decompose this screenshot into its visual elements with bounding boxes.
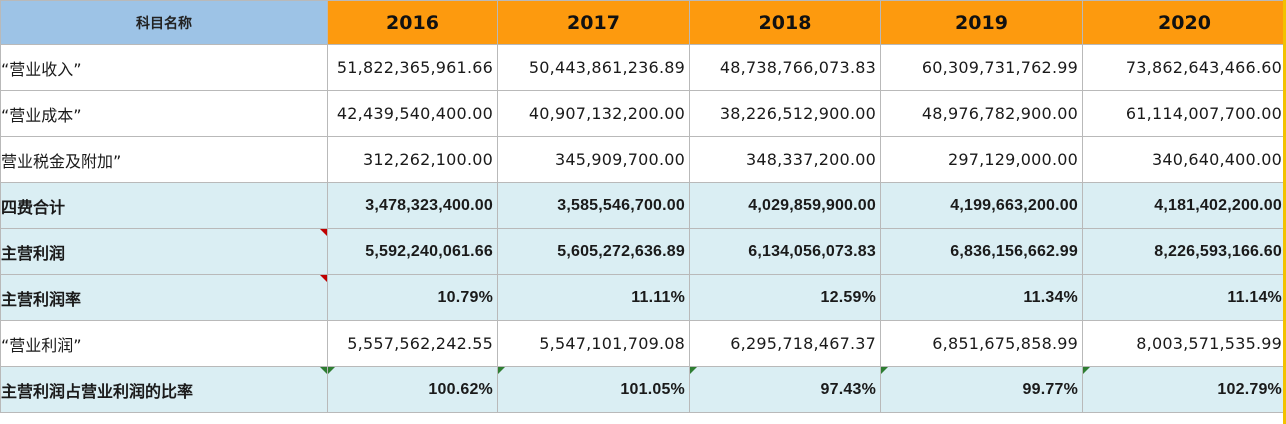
row-label[interactable]: 主营利润 [0,228,328,275]
column-header-2017[interactable]: 2017 [497,0,690,45]
table-cell[interactable]: 50,443,861,236.89 [497,44,690,91]
error-indicator-icon [690,367,697,374]
financial-table: 科目名称 2016 2017 2018 2019 2020 “营业收入” 51,… [0,0,1286,413]
row-label[interactable]: “营业成本” [0,90,328,137]
table-cell[interactable]: 4,199,663,200.00 [880,182,1083,229]
error-indicator-icon [320,367,327,374]
error-indicator-icon [881,367,888,374]
table-cell[interactable]: 99.77% [880,366,1083,413]
table-cell[interactable]: 6,836,156,662.99 [880,228,1083,275]
window-edge [1283,0,1286,424]
table-cell[interactable]: 100.62% [327,366,498,413]
table-cell[interactable]: 40,907,132,200.00 [497,90,690,137]
row-label[interactable]: 主营利润率 [0,274,328,321]
table-cell[interactable]: 5,592,240,061.66 [327,228,498,275]
table-row: 主营利润率 10.79% 11.11% 12.59% 11.34% 11.14% [0,274,1286,321]
column-header-2016[interactable]: 2016 [327,0,498,45]
table-cell[interactable]: 12.59% [689,274,881,321]
table-cell[interactable]: 348,337,200.00 [689,136,881,183]
table-cell[interactable]: 102.79% [1082,366,1286,413]
table-cell[interactable]: 10.79% [327,274,498,321]
table-cell[interactable]: 6,295,718,467.37 [689,320,881,367]
table-cell[interactable]: 48,976,782,900.00 [880,90,1083,137]
table-cell[interactable]: 6,851,675,858.99 [880,320,1083,367]
error-indicator-icon [328,367,335,374]
table-cell[interactable]: 340,640,400.00 [1082,136,1286,183]
comment-indicator-icon [320,275,327,282]
table-cell[interactable]: 5,547,101,709.08 [497,320,690,367]
table-cell[interactable]: 42,439,540,400.00 [327,90,498,137]
table-cell[interactable]: 5,557,562,242.55 [327,320,498,367]
column-header-2018[interactable]: 2018 [689,0,881,45]
table-cell[interactable]: 60,309,731,762.99 [880,44,1083,91]
error-indicator-icon [498,367,505,374]
table-cell[interactable]: 51,822,365,961.66 [327,44,498,91]
column-header-2019[interactable]: 2019 [880,0,1083,45]
table-row: “营业成本” 42,439,540,400.00 40,907,132,200.… [0,90,1286,137]
table-cell[interactable]: 8,226,593,166.60 [1082,228,1286,275]
table-cell[interactable]: 297,129,000.00 [880,136,1083,183]
cell-value: 97.43% [820,380,876,398]
table-row: 营业税金及附加” 312,262,100.00 345,909,700.00 3… [0,136,1286,183]
cell-value: 102.79% [1217,380,1282,398]
column-header-2020[interactable]: 2020 [1082,0,1286,45]
table-cell[interactable]: 11.34% [880,274,1083,321]
table-cell[interactable]: 345,909,700.00 [497,136,690,183]
table-cell[interactable]: 6,134,056,073.83 [689,228,881,275]
row-label-text: 主营利润占营业利润的比率 [1,381,194,401]
table-cell[interactable]: 101.05% [497,366,690,413]
table-cell[interactable]: 61,114,007,700.00 [1082,90,1286,137]
table-cell[interactable]: 8,003,571,535.99 [1082,320,1286,367]
table-cell[interactable]: 3,585,546,700.00 [497,182,690,229]
row-label-text: 主营利润率 [1,289,82,309]
column-header-name[interactable]: 科目名称 [0,0,328,45]
comment-indicator-icon [320,229,327,236]
table-row: 主营利润占营业利润的比率 100.62% 101.05% 97.43% 99.7… [0,366,1286,413]
table-cell[interactable]: 4,029,859,900.00 [689,182,881,229]
table-cell[interactable]: 11.11% [497,274,690,321]
table-row: “营业收入” 51,822,365,961.66 50,443,861,236.… [0,44,1286,91]
table-cell[interactable]: 3,478,323,400.00 [327,182,498,229]
table-row: 主营利润 5,592,240,061.66 5,605,272,636.89 6… [0,228,1286,275]
table-cell[interactable]: 48,738,766,073.83 [689,44,881,91]
table-cell[interactable]: 38,226,512,900.00 [689,90,881,137]
table-cell[interactable]: 312,262,100.00 [327,136,498,183]
table-cell[interactable]: 5,605,272,636.89 [497,228,690,275]
row-label[interactable]: “营业利润” [0,320,328,367]
table-row: “营业利润” 5,557,562,242.55 5,547,101,709.08… [0,320,1286,367]
table-row: 四费合计 3,478,323,400.00 3,585,546,700.00 4… [0,182,1286,229]
table-cell[interactable]: 97.43% [689,366,881,413]
cell-value: 100.62% [428,380,493,398]
table-cell[interactable]: 73,862,643,466.60 [1082,44,1286,91]
table-cell[interactable]: 4,181,402,200.00 [1082,182,1286,229]
error-indicator-icon [1083,367,1090,374]
row-label-text: 主营利润 [1,243,66,263]
cell-value: 101.05% [620,380,685,398]
row-label[interactable]: 主营利润占营业利润的比率 [0,366,328,413]
row-label[interactable]: 营业税金及附加” [0,136,328,183]
row-label[interactable]: 四费合计 [0,182,328,229]
cell-value: 99.77% [1022,380,1078,398]
table-cell[interactable]: 11.14% [1082,274,1286,321]
header-row: 科目名称 2016 2017 2018 2019 2020 [0,0,1286,45]
row-label[interactable]: “营业收入” [0,44,328,91]
